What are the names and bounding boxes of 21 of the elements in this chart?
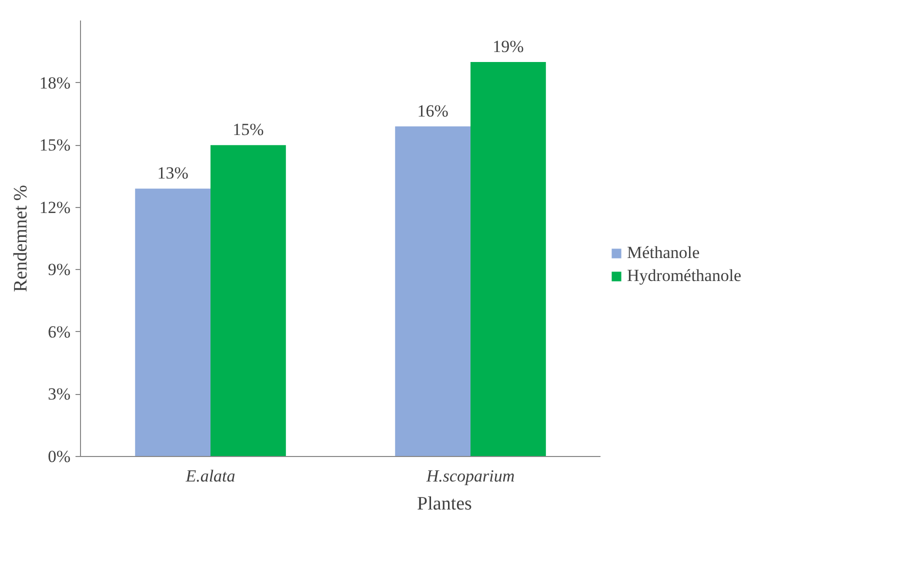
- x-tick-label: H.scoparium: [425, 466, 515, 486]
- y-tick-label: 6%: [48, 322, 71, 342]
- data-label: 15%: [232, 120, 264, 140]
- y-tick-label: 3%: [48, 384, 71, 404]
- data-label: 19%: [492, 37, 524, 56]
- bar: [135, 188, 210, 456]
- bar: [210, 145, 286, 456]
- legend-label: Méthanole: [627, 243, 700, 263]
- bar: [395, 126, 470, 456]
- y-axis-title: Rendemnet %: [10, 184, 32, 292]
- y-tick-label: 0%: [48, 447, 71, 466]
- y-tick-label: 9%: [48, 260, 71, 280]
- data-label: 16%: [417, 101, 448, 120]
- bar: [470, 62, 546, 456]
- legend-label: Hydrométhanole: [627, 266, 742, 286]
- y-tick-label: 12%: [39, 198, 71, 217]
- data-label: 13%: [157, 164, 188, 183]
- y-tick-label: 15%: [39, 136, 71, 155]
- x-tick-label: E.alata: [184, 466, 236, 486]
- y-tick-label: 18%: [39, 73, 71, 92]
- x-axis-title: Plantes: [417, 494, 472, 514]
